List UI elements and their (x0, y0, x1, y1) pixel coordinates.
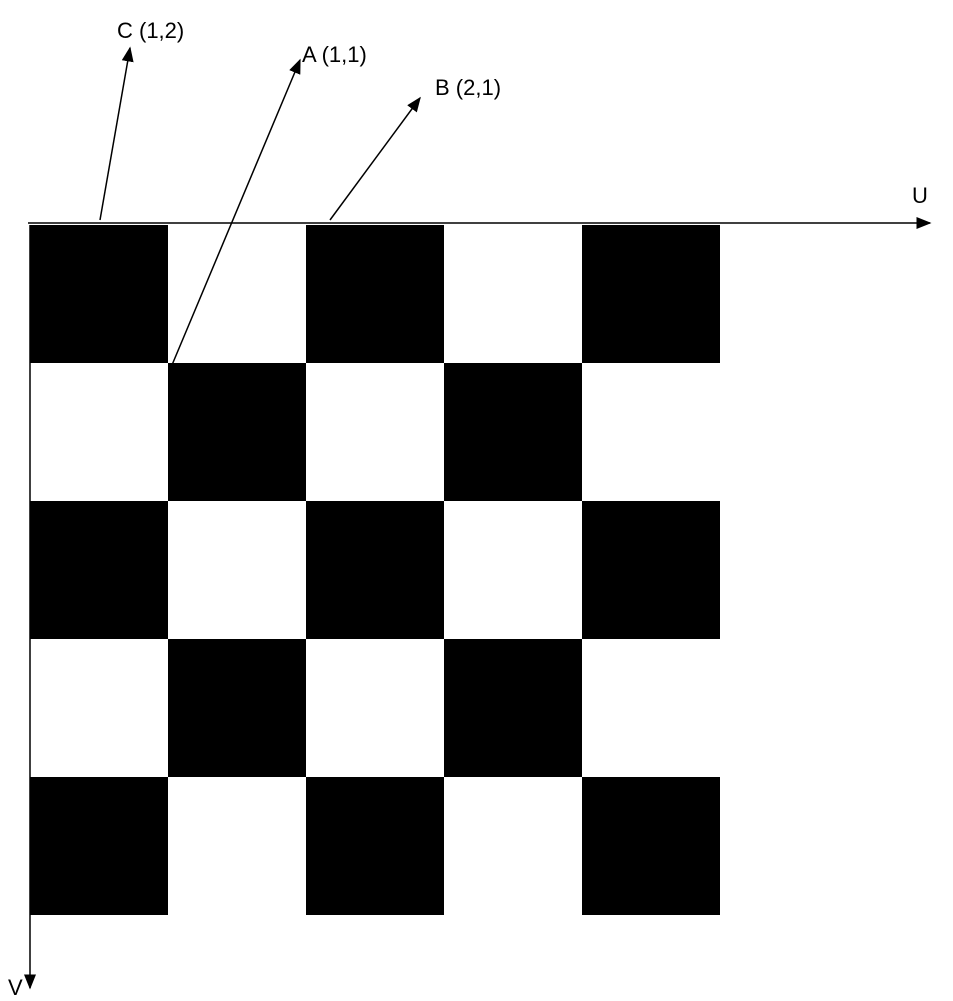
pointers (100, 48, 420, 365)
pointer-c-label: C (1,2) (117, 18, 184, 44)
checkerboard (30, 225, 720, 915)
pointer-a-label: A (1,1) (302, 42, 367, 68)
pointer-b-label: B (2,1) (435, 75, 501, 101)
diagram-svg (0, 0, 953, 1000)
diagram-canvas: U V C (1,2) A (1,1) B (2,1) (0, 0, 953, 1000)
axis-v-label: V (8, 975, 23, 1001)
axis-u-label: U (912, 183, 928, 209)
axes (28, 223, 930, 988)
